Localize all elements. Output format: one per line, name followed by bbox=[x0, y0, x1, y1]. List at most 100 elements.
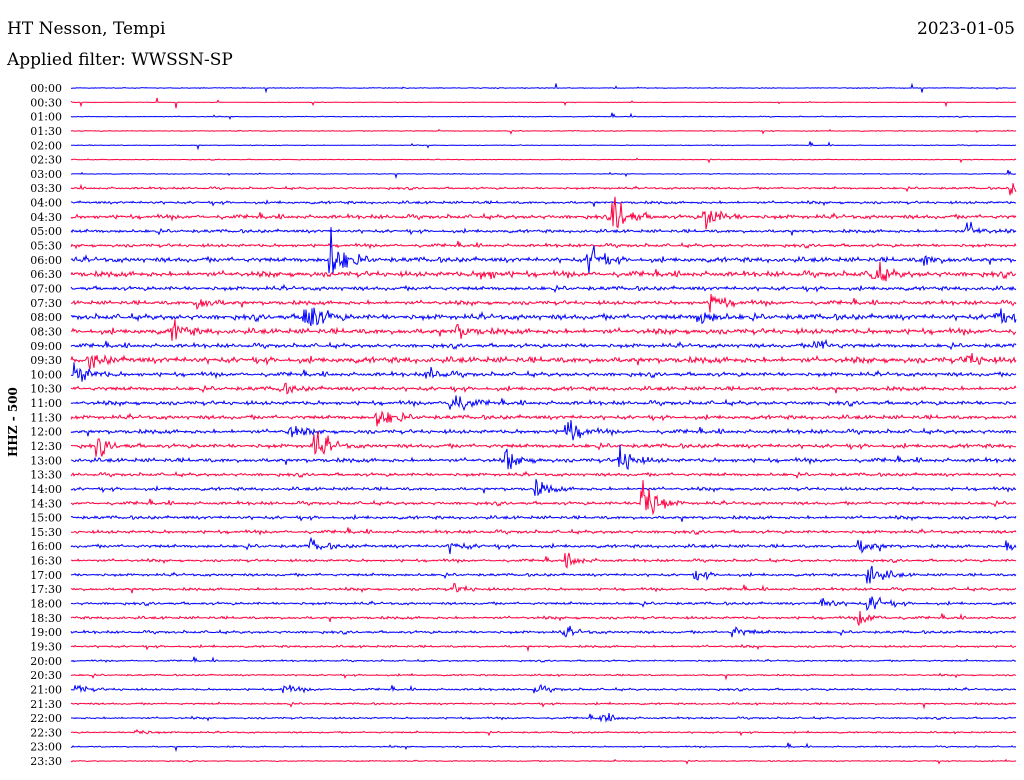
row-time-label: 17:30 bbox=[30, 583, 62, 596]
seismic-trace bbox=[70, 701, 1017, 710]
row-time-label: 15:30 bbox=[30, 526, 62, 539]
seismic-trace bbox=[70, 157, 1017, 164]
seismic-trace bbox=[70, 196, 1017, 230]
row-time-label: 23:30 bbox=[30, 755, 62, 768]
row-time-label: 08:30 bbox=[30, 325, 62, 338]
row-time-label: 20:30 bbox=[30, 669, 62, 682]
seismic-trace bbox=[70, 240, 1017, 250]
row-time-label: 11:30 bbox=[30, 411, 62, 424]
seismic-trace bbox=[70, 758, 1017, 765]
seismic-trace bbox=[70, 513, 1017, 522]
seismic-trace bbox=[70, 307, 1017, 327]
station-title: HT Nesson, Tempi bbox=[7, 19, 166, 39]
seismic-trace bbox=[71, 444, 1017, 471]
seismic-trace bbox=[70, 382, 1017, 395]
seismic-trace bbox=[70, 283, 1017, 293]
seismic-trace bbox=[70, 656, 1017, 664]
row-time-label: 11:00 bbox=[30, 397, 62, 410]
row-time-label: 00:00 bbox=[30, 82, 62, 95]
row-time-label: 04:30 bbox=[30, 211, 62, 224]
seismic-trace bbox=[70, 610, 1017, 626]
row-time-label: 06:30 bbox=[30, 268, 62, 281]
seismic-trace bbox=[70, 169, 1016, 180]
seismic-trace bbox=[70, 625, 1017, 638]
row-time-label: 01:30 bbox=[30, 125, 62, 138]
row-time-label: 16:00 bbox=[30, 540, 62, 553]
row-time-label: 05:00 bbox=[30, 225, 62, 238]
seismic-trace bbox=[70, 643, 1017, 653]
row-time-label: 10:00 bbox=[30, 368, 62, 381]
row-time-label: 13:00 bbox=[30, 454, 62, 467]
row-time-label: 19:30 bbox=[30, 640, 62, 653]
row-time-label: 05:30 bbox=[30, 240, 62, 253]
row-time-label: 22:30 bbox=[30, 726, 62, 739]
row-time-label: 21:00 bbox=[30, 683, 62, 696]
row-time-label: 07:30 bbox=[30, 297, 62, 310]
seismic-trace bbox=[71, 141, 1017, 151]
seismic-trace bbox=[70, 470, 1017, 479]
seismic-trace bbox=[70, 478, 1017, 497]
seismic-trace bbox=[70, 395, 1017, 412]
seismic-trace bbox=[70, 338, 1017, 351]
seismic-trace bbox=[70, 480, 1017, 516]
seismic-trace bbox=[70, 128, 1017, 135]
seismic-trace bbox=[70, 362, 1017, 382]
row-time-label: 20:00 bbox=[30, 655, 62, 668]
seismic-trace bbox=[70, 713, 1017, 723]
filter-label: Applied filter: WWSSN-SP bbox=[7, 50, 233, 70]
row-time-label: 06:00 bbox=[30, 254, 62, 267]
row-time-label: 19:00 bbox=[30, 626, 62, 639]
seismic-trace bbox=[70, 527, 1017, 536]
seismic-trace bbox=[70, 419, 1017, 441]
row-time-label: 09:30 bbox=[30, 354, 62, 367]
row-time-label: 12:30 bbox=[30, 440, 62, 453]
seismic-trace bbox=[70, 261, 1017, 282]
seismic-trace bbox=[70, 319, 1017, 341]
seismic-trace bbox=[70, 183, 1017, 196]
date-label: 2023-01-05 bbox=[916, 19, 1015, 39]
seismic-trace bbox=[70, 221, 1017, 236]
row-time-label: 04:00 bbox=[30, 197, 62, 210]
seismic-trace bbox=[70, 97, 1016, 109]
row-time-label: 16:30 bbox=[30, 555, 62, 568]
row-time-label: 15:00 bbox=[30, 512, 62, 525]
seismic-trace bbox=[70, 536, 1017, 555]
seismic-trace bbox=[70, 199, 1017, 207]
row-time-label: 10:30 bbox=[30, 383, 62, 396]
seismic-trace bbox=[70, 742, 1017, 753]
row-time-label: 21:30 bbox=[30, 698, 62, 711]
seismic-trace bbox=[70, 684, 1017, 694]
seismic-trace bbox=[70, 565, 1017, 584]
row-time-label: 17:00 bbox=[30, 569, 62, 582]
seismic-trace bbox=[70, 410, 1017, 427]
seismic-trace bbox=[70, 82, 1016, 94]
row-time-label: 14:30 bbox=[30, 497, 62, 510]
seismic-trace bbox=[70, 227, 1017, 274]
seismic-trace bbox=[70, 431, 1017, 457]
row-time-label: 23:00 bbox=[30, 741, 62, 754]
row-time-label: 09:00 bbox=[30, 340, 62, 353]
row-time-label: 12:00 bbox=[30, 426, 62, 439]
row-time-label: 03:30 bbox=[30, 182, 62, 195]
seismic-trace bbox=[70, 596, 1017, 612]
row-time-label: 01:00 bbox=[30, 111, 62, 124]
row-time-label: 07:00 bbox=[30, 282, 62, 295]
seismic-trace bbox=[70, 353, 1017, 370]
row-time-label: 02:00 bbox=[30, 139, 62, 152]
row-time-label: 13:30 bbox=[30, 469, 62, 482]
seismic-trace bbox=[71, 294, 1017, 313]
row-time-label: 14:00 bbox=[30, 483, 62, 496]
row-time-label: 00:30 bbox=[30, 96, 62, 109]
seismic-trace bbox=[70, 729, 1017, 737]
row-time-label: 22:00 bbox=[30, 712, 62, 725]
seismic-trace bbox=[70, 552, 1017, 569]
row-time-label: 18:00 bbox=[30, 598, 62, 611]
row-time-label: 03:00 bbox=[30, 168, 62, 181]
row-time-label: 08:00 bbox=[30, 311, 62, 324]
row-time-label: 02:30 bbox=[30, 154, 62, 167]
row-time-label: 18:30 bbox=[30, 612, 62, 625]
seismic-trace bbox=[70, 112, 1017, 120]
seismic-trace bbox=[71, 583, 1017, 594]
seismic-trace bbox=[70, 672, 1016, 681]
